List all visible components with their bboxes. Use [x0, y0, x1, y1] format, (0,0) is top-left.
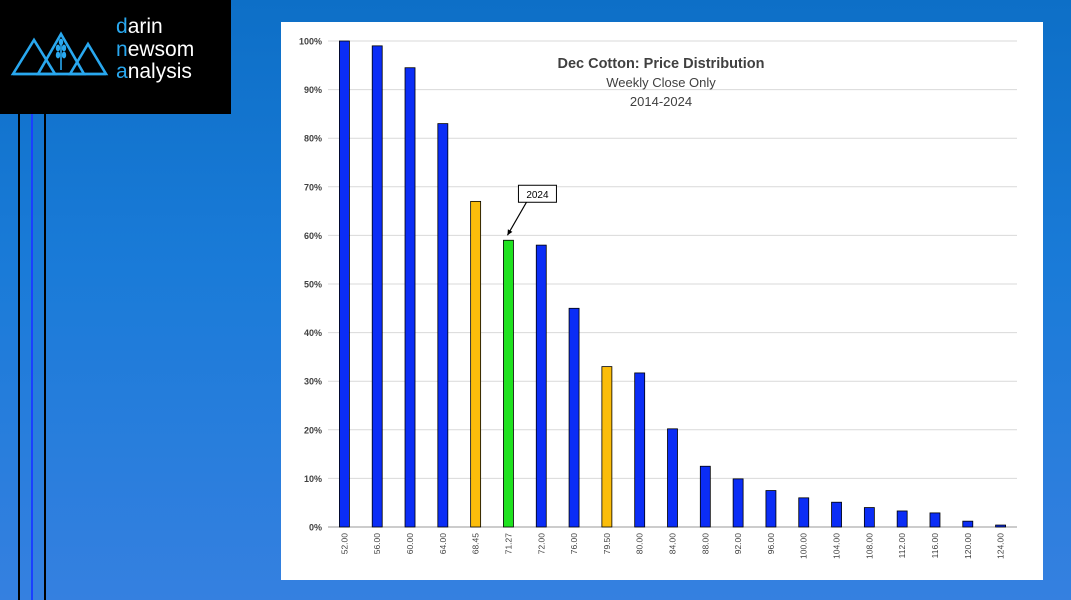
bar-56.00 — [371, 45, 383, 528]
decor-line-3 — [44, 114, 46, 600]
x-tick-label: 71.27 — [503, 533, 513, 555]
x-tick-label: 80.00 — [635, 533, 645, 555]
x-tick-label: 79.50 — [602, 533, 612, 555]
bar-108.00 — [863, 507, 875, 528]
logo-line-1: darin — [116, 15, 163, 38]
logo: darin newsom analysis — [0, 0, 231, 114]
x-tick-label: 68.45 — [471, 533, 481, 555]
annotation-arrow — [506, 201, 527, 236]
price-distribution-chart: 0% 10% 20% 30% 40% 50% 60% 70% 80% 90% 100% 52.00 5… — [299, 37, 1017, 559]
y-tick-label: 0% — [309, 523, 322, 533]
decor-line-1 — [18, 114, 20, 600]
y-tick-label: 100% — [299, 37, 322, 47]
y-tick-label: 90% — [304, 85, 322, 95]
bar-96.00 — [765, 490, 777, 528]
bar-60.00 — [404, 67, 416, 528]
x-tick-label: 60.00 — [405, 533, 415, 555]
bar-68.45 — [470, 200, 482, 528]
y-tick-label: 40% — [304, 328, 322, 338]
x-tick-label: 52.00 — [339, 533, 349, 555]
x-tick-label: 116.00 — [930, 533, 940, 559]
bar-124.00 — [995, 524, 1006, 528]
x-tick-label: 92.00 — [733, 533, 743, 555]
x-tick-label: 56.00 — [372, 533, 382, 555]
bar-116.00 — [929, 512, 941, 528]
y-tick-label: 70% — [304, 182, 322, 192]
logo-line-2: newsom — [116, 37, 195, 61]
bar-52.00 — [339, 40, 350, 528]
annotation-arrowhead — [507, 229, 513, 236]
y-tick-label: 20% — [304, 425, 322, 435]
y-tick-label: 60% — [304, 231, 322, 241]
bar-71.27 — [503, 239, 514, 528]
y-tick-label: 30% — [304, 377, 322, 387]
logo-line-3: analysis — [116, 60, 192, 83]
x-tick-label: 100.00 — [799, 533, 809, 559]
annotation-box — [517, 184, 557, 203]
annotation-label: 2024 — [526, 190, 549, 201]
y-tick-label: 80% — [304, 134, 322, 144]
x-tick-label: 72.00 — [536, 533, 546, 555]
x-tick-label: 124.00 — [996, 533, 1006, 559]
chart-subtitle-2: 2014-2024 — [630, 94, 692, 109]
logo-text: darin newsom analysis — [116, 15, 195, 84]
bar-64.00 — [437, 123, 449, 528]
bar-72.00 — [535, 244, 547, 528]
decor-line-2 — [31, 114, 33, 600]
bar-80.00 — [634, 372, 646, 528]
x-tick-label: 96.00 — [766, 533, 776, 555]
bar-120.00 — [962, 520, 974, 528]
x-tick-label: 112.00 — [897, 533, 907, 559]
y-tick-label: 50% — [304, 280, 322, 290]
y-tick-label: 10% — [304, 474, 322, 484]
x-tick-label: 108.00 — [864, 533, 874, 559]
bar-84.00 — [667, 428, 678, 528]
bar-79.50 — [601, 366, 613, 528]
x-tick-label: 120.00 — [963, 533, 973, 559]
x-tick-label: 84.00 — [668, 533, 678, 555]
chart-subtitle-1: Weekly Close Only — [606, 75, 716, 90]
bar-76.00 — [568, 307, 580, 528]
bar-92.00 — [732, 478, 744, 528]
x-tick-label: 104.00 — [832, 533, 842, 559]
x-tick-label: 76.00 — [569, 533, 579, 555]
chart-panel: 0% 10% 20% 30% 40% 50% 60% 70% 80% 90% 100% 52.00 5… — [281, 22, 1043, 580]
x-tick-label: 64.00 — [438, 533, 448, 555]
bar-112.00 — [896, 510, 908, 528]
x-tick-label: 88.00 — [700, 533, 710, 555]
bar-88.00 — [699, 465, 711, 528]
logo-mountains-icon — [10, 31, 109, 76]
chart-title: Dec Cotton: Price Distribution — [557, 56, 764, 72]
bar-104.00 — [831, 501, 842, 528]
bar-100.00 — [798, 497, 810, 528]
